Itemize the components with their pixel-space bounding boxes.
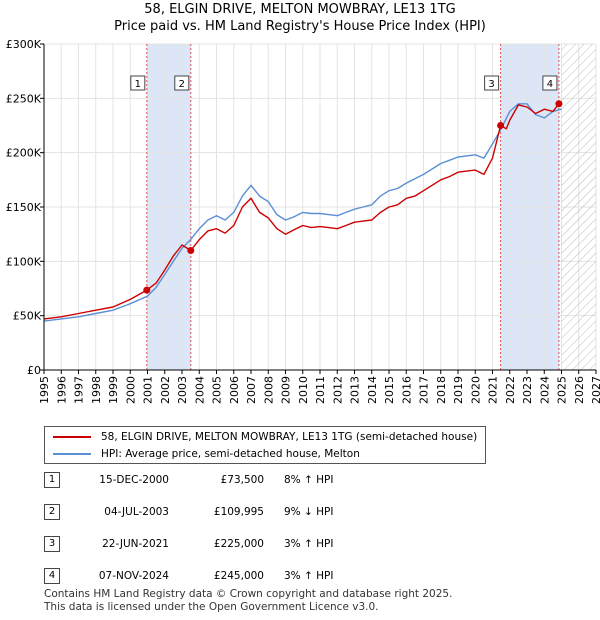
x-tick-label: 2024: [538, 376, 551, 404]
x-tick-label: 2003: [176, 376, 189, 404]
transaction-hpi: 9% ↓ HPI: [284, 506, 334, 518]
transaction-badge: 2: [44, 504, 60, 520]
x-tick-label: 2016: [400, 376, 413, 404]
footer-licence: This data is licensed under the Open Gov…: [44, 601, 379, 613]
x-tick-label: 2013: [349, 376, 362, 404]
x-tick-label: 2009: [280, 376, 293, 404]
transaction-date: 04-JUL-2003: [104, 506, 169, 518]
x-tick-label: 2008: [262, 376, 275, 404]
y-tick-label: £150K: [6, 201, 42, 214]
table-row: 2 04-JUL-2003 £109,995 9% ↓ HPI: [44, 502, 424, 522]
x-tick-label: 2015: [383, 376, 396, 404]
transaction-badge: 4: [44, 568, 60, 584]
x-tick-label: 2017: [418, 376, 431, 404]
x-tick-label: 2012: [331, 376, 344, 404]
sale-marker-box-2: [174, 75, 190, 91]
x-tick-label: 2026: [573, 376, 586, 404]
x-tick-label: 2019: [452, 376, 465, 404]
chart-title: 58, ELGIN DRIVE, MELTON MOWBRAY, LE13 1T…: [144, 2, 456, 17]
y-tick-label: £50K: [13, 310, 42, 323]
transaction-date: 22-JUN-2021: [102, 538, 169, 550]
sale-marker-label-1: 1: [135, 79, 141, 90]
y-tick-label: £300K: [6, 38, 42, 51]
transaction-price: £73,500: [220, 474, 264, 486]
x-tick-label: 2021: [487, 376, 500, 404]
sale-marker-box-1: [130, 75, 146, 91]
x-tick-label: 1998: [90, 376, 103, 404]
x-tick-label: 2022: [504, 376, 517, 404]
y-tick-label: £0: [27, 364, 41, 377]
x-tick-label: 2027: [590, 376, 600, 404]
x-tick-label: 2010: [297, 376, 310, 404]
sale-point-2: [187, 246, 195, 254]
transaction-price: £225,000: [213, 538, 264, 550]
x-tick-label: 2001: [142, 376, 155, 404]
series-line-property: [43, 102, 562, 320]
sale-point-4: [555, 100, 563, 108]
sale-point-1: [143, 286, 151, 294]
x-tick-label: 2020: [469, 376, 482, 404]
x-tick-label: 2000: [124, 376, 137, 404]
sale-point-3: [497, 122, 505, 129]
x-tick-label: 2004: [193, 376, 206, 404]
table-row: 1 15-DEC-2000 £73,500 8% ↑ HPI: [44, 470, 424, 490]
x-tick-label: 2011: [314, 376, 327, 404]
transaction-hpi: 8% ↑ HPI: [284, 474, 334, 486]
table-row: 4 07-NOV-2024 £245,000 3% ↑ HPI: [44, 566, 424, 586]
chart-subtitle: Price paid vs. HM Land Registry's House …: [114, 19, 486, 34]
sale-marker-box-4: [542, 75, 558, 91]
x-tick-label: 1997: [73, 376, 86, 404]
legend: 58, ELGIN DRIVE, MELTON MOWBRAY, LE13 1T…: [44, 426, 486, 464]
sale-marker-label-3: 3: [488, 79, 494, 90]
x-tick-label: 2007: [245, 376, 258, 404]
x-tick-label: 1995: [38, 376, 51, 404]
y-tick-label: £250K: [6, 92, 42, 105]
legend-swatch-property: [53, 436, 91, 438]
legend-item-property: 58, ELGIN DRIVE, MELTON MOWBRAY, LE13 1T…: [53, 429, 477, 445]
transaction-price: £245,000: [213, 570, 264, 582]
footer-copyright: Contains HM Land Registry data © Crown c…: [44, 588, 453, 600]
x-tick-label: 2002: [159, 376, 172, 404]
y-tick-label: £100K: [6, 255, 42, 268]
price-chart: 1 2 3 4 £0 £50K £100K £150K £200K £250K £300K 199…: [6, 38, 600, 404]
transaction-date: 15-DEC-2000: [99, 474, 169, 486]
x-tick-label: 2014: [366, 376, 379, 404]
legend-label-property: 58, ELGIN DRIVE, MELTON MOWBRAY, LE13 1T…: [101, 431, 478, 443]
x-tick-label: 2005: [211, 376, 224, 404]
x-tick-label: 2025: [556, 376, 569, 404]
x-tick-label: 2018: [435, 376, 448, 404]
x-tick-label: 2023: [521, 376, 534, 404]
sale-marker-label-2: 2: [179, 79, 185, 90]
legend-swatch-hpi: [53, 453, 91, 455]
transaction-hpi: 3% ↑ HPI: [284, 570, 334, 582]
x-tick-label: 1996: [55, 376, 68, 404]
transaction-date: 07-NOV-2024: [98, 570, 169, 582]
transaction-price: £109,995: [213, 506, 264, 518]
sale-marker-box-3: [484, 75, 500, 91]
transaction-hpi: 3% ↑ HPI: [284, 538, 334, 550]
forecast-hatch: [561, 44, 596, 370]
transaction-badge: 3: [44, 536, 60, 552]
x-tick-label: 2006: [228, 376, 241, 404]
y-tick-label: £200K: [6, 147, 42, 160]
transaction-badge: 1: [44, 472, 60, 488]
sale-marker-label-4: 4: [547, 79, 553, 90]
legend-label-hpi: HPI: Average price, semi-detached house,…: [101, 448, 360, 460]
x-tick-label: 1999: [107, 376, 120, 404]
table-row: 3 22-JUN-2021 £225,000 3% ↑ HPI: [44, 534, 424, 554]
series-line-hpi: [43, 103, 562, 322]
legend-item-hpi: HPI: Average price, semi-detached house,…: [53, 446, 360, 462]
